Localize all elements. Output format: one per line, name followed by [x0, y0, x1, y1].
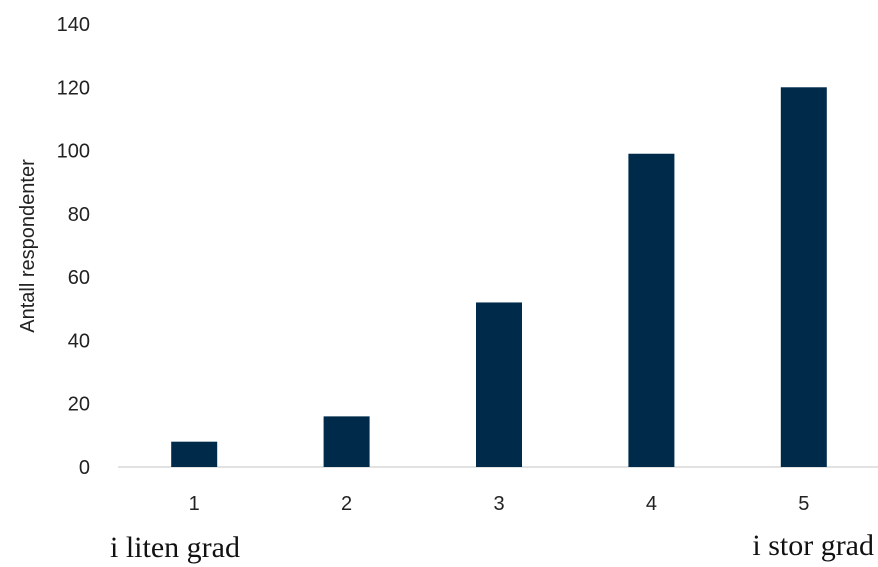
bar [171, 441, 218, 467]
y-tick-label: 20 [68, 394, 90, 416]
x-axis-ticks: 1 2 3 4 5 [189, 493, 810, 515]
x-tick-label: 2 [341, 493, 352, 515]
bars [171, 87, 827, 468]
x-tick-label: 3 [493, 493, 504, 515]
y-tick-label: 80 [68, 204, 90, 226]
scale-high-label: i stor grad [752, 529, 874, 562]
y-tick-label: 120 [57, 77, 90, 99]
scale-low-label: i liten grad [110, 531, 240, 564]
y-tick-label: 100 [57, 141, 90, 163]
x-tick-label: 1 [189, 493, 200, 515]
y-tick-label: 0 [79, 457, 90, 479]
bar [628, 153, 675, 467]
bar [780, 87, 827, 468]
y-axis-ticks: 0 20 40 60 80 100 120 140 [57, 14, 90, 479]
x-tick-label: 4 [646, 493, 657, 515]
y-axis-title: Antall respondenter [17, 159, 39, 333]
bar [323, 416, 370, 467]
y-tick-label: 60 [68, 267, 90, 289]
x-tick-label: 5 [798, 493, 809, 515]
bar [476, 302, 522, 467]
y-tick-label: 40 [68, 330, 90, 352]
y-tick-label: 140 [57, 14, 90, 36]
